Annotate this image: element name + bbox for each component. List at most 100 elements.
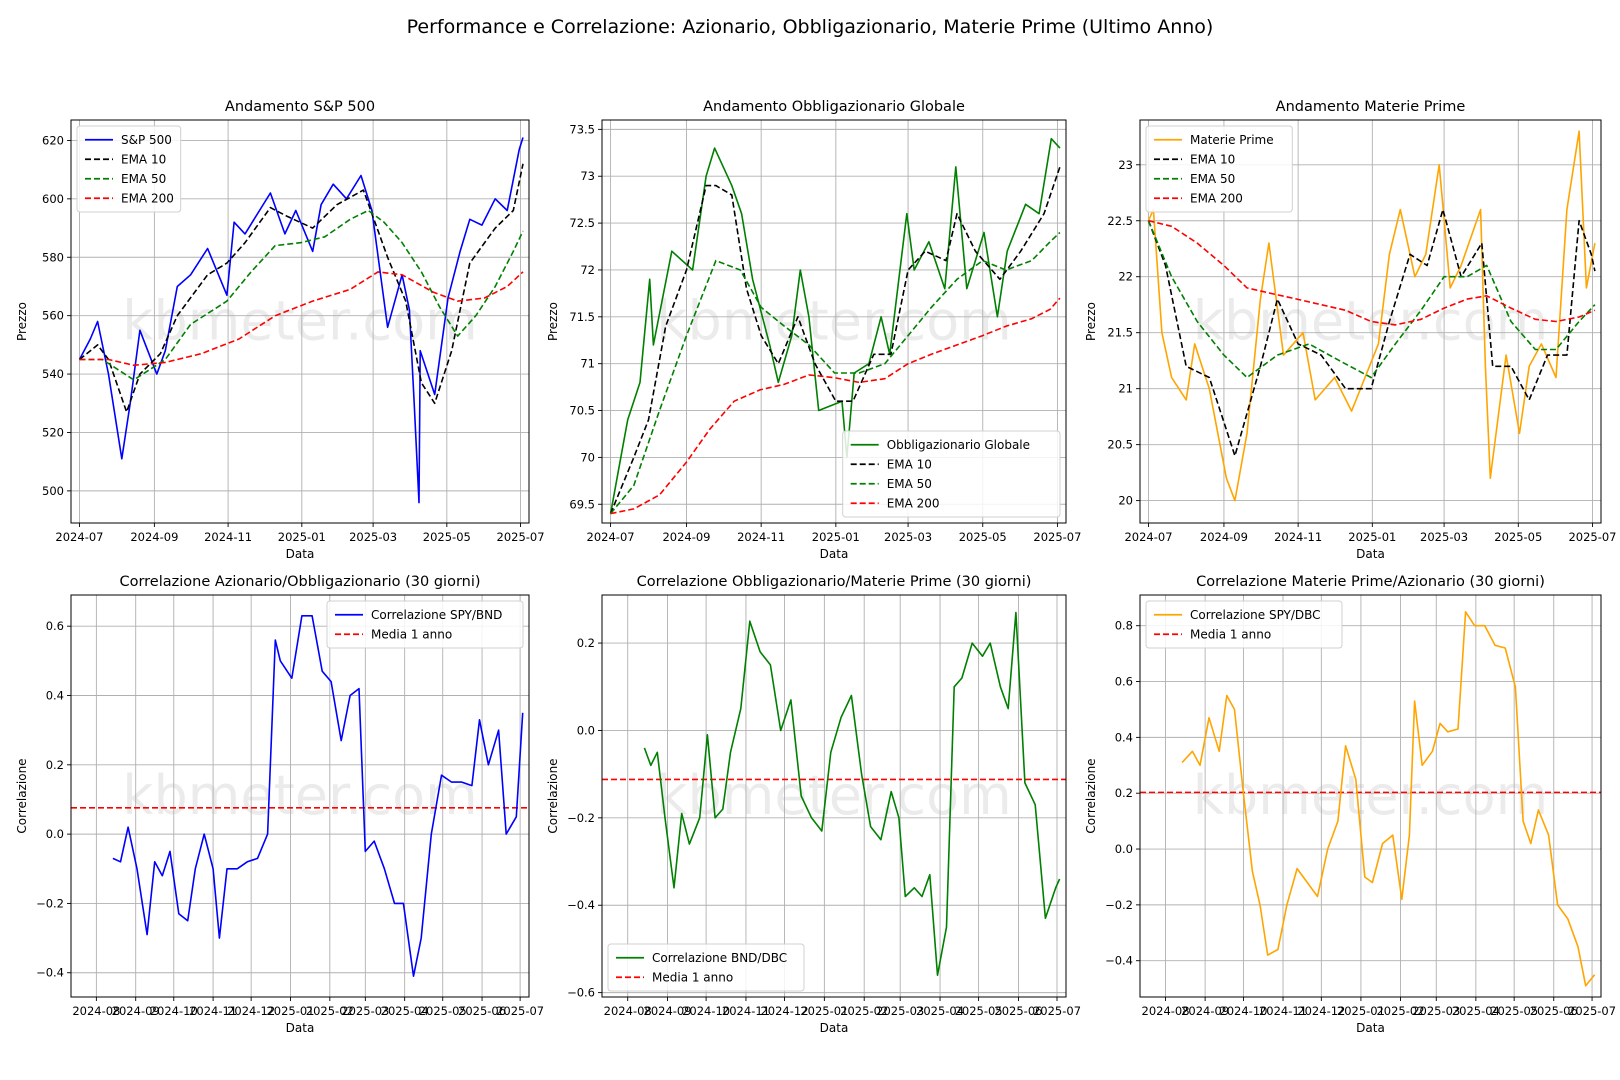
legend-label: Correlazione SPY/BND bbox=[371, 608, 502, 622]
y-tick-label: 71 bbox=[580, 357, 595, 371]
x-tick-label: 2025-07 bbox=[1568, 1004, 1616, 1018]
plot-area bbox=[602, 611, 1066, 977]
y-axis-label: Correlazione bbox=[15, 758, 29, 833]
plot-area bbox=[609, 137, 1061, 515]
y-tick-label: 0.2 bbox=[577, 636, 595, 650]
legend: Materie Prime EMA 10 EMA 50 EMA 200 bbox=[1145, 125, 1293, 213]
x-tick-label: 2024-11 bbox=[1274, 530, 1322, 544]
legend-label: EMA 10 bbox=[1190, 152, 1235, 166]
x-axis-label: Data bbox=[1356, 1021, 1385, 1035]
y-axis-label: Correlazione bbox=[1084, 758, 1098, 833]
x-tick-label: 2025-07 bbox=[497, 530, 545, 544]
x-tick-label: 2025-05 bbox=[955, 1004, 1003, 1018]
watermark-text: kbmeter.com bbox=[1193, 764, 1549, 827]
legend: S&P 500 EMA 10 EMA 50 EMA 200 bbox=[76, 125, 182, 213]
x-tick-label: 2024-10 bbox=[1219, 1004, 1267, 1018]
y-tick-label: 70.5 bbox=[569, 404, 595, 418]
legend-box bbox=[842, 430, 1061, 518]
x-tick-label: 2025-02 bbox=[306, 1004, 354, 1018]
x-tick-label: 2025-01 bbox=[1348, 530, 1396, 544]
axes-frame bbox=[1139, 594, 1602, 998]
x-tick-label: 2024-07 bbox=[55, 530, 103, 544]
y-tick-label: 72.5 bbox=[569, 216, 595, 230]
subplot-1: kbmeter.com 2024-07 2024-09 2024-11 2025-01 2… bbox=[15, 99, 545, 561]
x-tick-label: 2024-07 bbox=[587, 530, 635, 544]
legend-box bbox=[1145, 125, 1293, 213]
subplot-2: kbmeter.com 2024-07 2024-09 2024-11 2025-01 2… bbox=[546, 99, 1081, 561]
series-line-1 bbox=[112, 614, 524, 978]
series-line-4 bbox=[79, 271, 524, 367]
series-line-4 bbox=[1148, 219, 1596, 326]
y-tick-label: 23 bbox=[1118, 158, 1133, 172]
x-tick-label: 2025-03 bbox=[1412, 1004, 1460, 1018]
x-tick-label: 2024-11 bbox=[1259, 1004, 1307, 1018]
x-axis-label: Data bbox=[820, 547, 849, 561]
x-tick-label: 2025-01 bbox=[800, 1004, 848, 1018]
y-tick-label: 22 bbox=[1118, 270, 1133, 284]
legend: Obbligazionario Globale EMA 10 EMA 50 EMA 2… bbox=[842, 430, 1061, 518]
plot-area bbox=[71, 614, 529, 978]
watermark-text: kbmeter.com bbox=[122, 764, 478, 827]
x-tick-label: 2025-05 bbox=[959, 530, 1007, 544]
y-tick-label: 560 bbox=[42, 309, 64, 323]
series-line-3 bbox=[609, 231, 1061, 515]
x-tick-label: 2024-09 bbox=[1181, 1004, 1229, 1018]
y-axis-label: Prezzo bbox=[546, 302, 560, 341]
legend-box bbox=[76, 125, 182, 213]
series-line-2 bbox=[78, 163, 524, 413]
y-tick-label: −0.2 bbox=[36, 896, 64, 910]
legend-box bbox=[326, 600, 524, 649]
y-tick-label: 73 bbox=[580, 169, 595, 183]
subplot-title: Correlazione Materie Prime/Azionario (30… bbox=[1196, 574, 1545, 590]
series-line-2 bbox=[609, 166, 1061, 514]
x-tick-label: 2024-08 bbox=[1142, 1004, 1190, 1018]
legend-box bbox=[1145, 600, 1343, 649]
x-tick-label: 2025-05 bbox=[419, 1004, 467, 1018]
x-tick-label: 2025-07 bbox=[496, 1004, 544, 1018]
y-axis-label: Correlazione bbox=[546, 758, 560, 833]
legend-label: EMA 50 bbox=[121, 172, 166, 186]
x-tick-label: 2024-08 bbox=[72, 1004, 120, 1018]
subplot-3: kbmeter.com 2024-07 2024-09 2024-11 2025-01 2… bbox=[1084, 99, 1617, 561]
y-tick-label: −0.4 bbox=[1105, 954, 1133, 968]
y-tick-label: 21.5 bbox=[1107, 326, 1133, 340]
legend-label: Correlazione SPY/DBC bbox=[1190, 608, 1321, 622]
y-tick-label: 520 bbox=[42, 425, 64, 439]
y-tick-label: 0.2 bbox=[1115, 786, 1133, 800]
series-line-1 bbox=[1147, 130, 1596, 502]
legend-label: Media 1 anno bbox=[371, 627, 452, 641]
legend-label: EMA 10 bbox=[121, 152, 166, 166]
y-tick-label: 20 bbox=[1118, 494, 1133, 508]
series-line-1 bbox=[643, 611, 1061, 977]
subplot-title: Correlazione Azionario/Obbligazionario (… bbox=[119, 574, 480, 590]
legend-label: Media 1 anno bbox=[1190, 627, 1271, 641]
figure-title: Performance e Correlazione: Azionario, O… bbox=[406, 16, 1214, 38]
x-tick-label: 2025-06 bbox=[458, 1004, 506, 1018]
series-line-3 bbox=[79, 209, 524, 381]
y-tick-label: 0.4 bbox=[1115, 730, 1133, 744]
series-line-1 bbox=[78, 137, 524, 504]
x-tick-label: 2025-03 bbox=[884, 530, 932, 544]
y-tick-label: 73.5 bbox=[569, 122, 595, 136]
x-tick-label: 2025-01 bbox=[266, 1004, 314, 1018]
x-tick-label: 2025-03 bbox=[1420, 530, 1468, 544]
x-tick-label: 2024-09 bbox=[644, 1004, 692, 1018]
x-axis-label: Data bbox=[1356, 547, 1385, 561]
legend-label: Correlazione BND/DBC bbox=[652, 951, 787, 965]
x-tick-label: 2025-01 bbox=[812, 530, 860, 544]
x-tick-label: 2025-03 bbox=[349, 530, 397, 544]
y-tick-label: 0.4 bbox=[46, 689, 64, 703]
axes-frame bbox=[70, 594, 530, 998]
y-tick-label: 620 bbox=[42, 133, 64, 147]
watermark-text: kbmeter.com bbox=[656, 290, 1012, 353]
x-tick-label: 2024-12 bbox=[1297, 1004, 1345, 1018]
y-tick-label: 22.5 bbox=[1107, 214, 1133, 228]
x-tick-label: 2025-06 bbox=[994, 1004, 1042, 1018]
series-line-1 bbox=[1181, 610, 1596, 987]
x-tick-label: 2025-04 bbox=[916, 1004, 964, 1018]
watermark-text: kbmeter.com bbox=[1193, 290, 1549, 353]
plot-area bbox=[1140, 610, 1601, 987]
y-tick-label: 21 bbox=[1118, 382, 1133, 396]
legend-label: EMA 50 bbox=[887, 477, 932, 491]
